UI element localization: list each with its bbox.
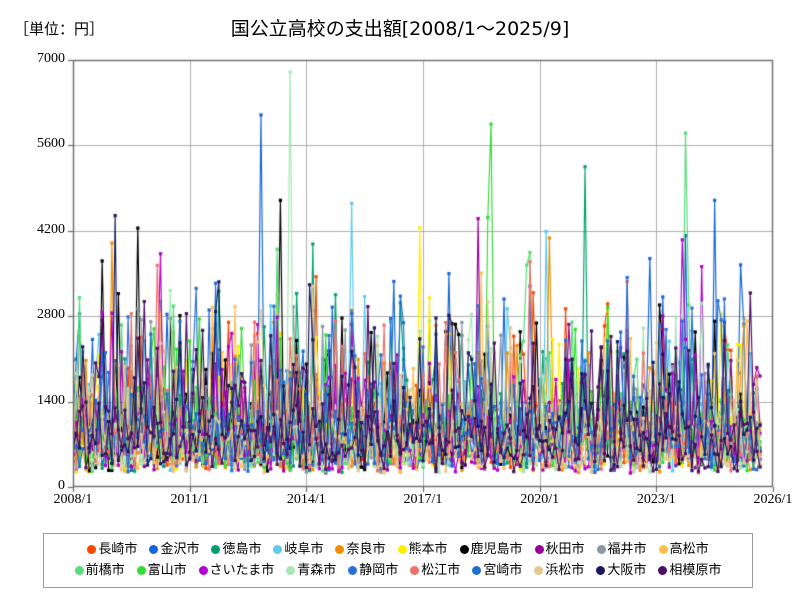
legend-marker-icon: [658, 545, 668, 554]
legend-label: 宮崎市: [483, 563, 523, 578]
legend-label: 秋田市: [545, 542, 585, 557]
legend-item-富山市[interactable]: 富山市: [136, 563, 187, 578]
legend-item-徳島市[interactable]: 徳島市: [211, 543, 261, 556]
y-axis-tick-label: 0: [58, 478, 65, 493]
legend-label: 高松市: [669, 542, 709, 557]
legend-item-岐阜市[interactable]: 岐阜市: [273, 543, 323, 556]
legend-marker-icon: [149, 545, 159, 554]
y-axis-tick-label: 5600: [37, 136, 65, 152]
legend-item-高松市[interactable]: 高松市: [658, 542, 709, 557]
x-axis-tick-label: 2020/1: [520, 492, 560, 507]
legend-item-浜松市[interactable]: 浜松市: [534, 564, 584, 577]
legend-item-相模原市[interactable]: 相模原市: [658, 564, 721, 577]
legend-item-静岡市[interactable]: 静岡市: [348, 564, 398, 577]
legend-label: 徳島市: [222, 542, 262, 557]
x-axis-tick-label: 2014/1: [286, 492, 326, 507]
y-axis-tick-label: 4200: [37, 221, 65, 237]
legend-item-松江市[interactable]: 松江市: [410, 564, 460, 577]
legend-label: 金沢市: [160, 542, 200, 557]
legend-label: 相模原市: [669, 563, 722, 578]
legend-marker-icon: [198, 566, 208, 575]
legend-marker-icon: [87, 545, 97, 554]
legend-label: 長崎市: [98, 542, 138, 557]
legend-marker-icon: [534, 566, 544, 575]
legend-label: 奈良市: [346, 542, 386, 557]
x-axis-tick-label: 2023/1: [636, 492, 676, 507]
legend-marker-icon: [397, 545, 407, 554]
legend-label: 松江市: [421, 563, 461, 578]
y-axis-tick-label: 2800: [37, 307, 65, 323]
legend-label: 鹿児島市: [470, 542, 523, 557]
legend-label: 大阪市: [607, 563, 647, 578]
legend-marker-icon: [410, 566, 420, 575]
x-axis-tick-label: 2011/1: [170, 492, 209, 507]
legend-label: 浜松市: [545, 563, 585, 578]
legend-marker-icon: [596, 566, 606, 575]
legend-row: 長崎市 金沢市 徳島市 岐阜市 奈良市 熊本市 鹿児島市 秋田市 福井市 高松市: [44, 539, 752, 560]
legend-label: 青森市: [297, 563, 337, 578]
legend-row: 前橋市 富山市 さいたま市 青森市 静岡市 松江市 宮崎市 浜松市 大阪市 相模原市: [44, 560, 752, 581]
legend-marker-icon: [335, 545, 345, 554]
legend-label: さいたま市: [209, 563, 275, 578]
legend-item-前橋市[interactable]: 前橋市: [74, 563, 125, 578]
legend-item-秋田市[interactable]: 秋田市: [534, 542, 585, 557]
legend-label: 熊本市: [408, 542, 448, 557]
legend-marker-icon: [472, 566, 482, 575]
x-axis-tick-label: 2008/1: [53, 492, 93, 507]
legend-item-福井市[interactable]: 福井市: [596, 542, 647, 557]
legend-label: 前橋市: [85, 563, 125, 578]
legend-item-大阪市[interactable]: 大阪市: [596, 564, 646, 577]
legend-label: 福井市: [607, 542, 647, 557]
legend-marker-icon: [74, 566, 84, 575]
y-axis-tick-label: 1400: [37, 392, 65, 408]
legend-label: 静岡市: [359, 563, 399, 578]
legend-marker-icon: [286, 566, 296, 575]
legend-item-宮崎市[interactable]: 宮崎市: [472, 564, 522, 577]
legend-item-さいたま市[interactable]: さいたま市: [198, 563, 275, 578]
legend-marker-icon: [211, 545, 221, 554]
legend-marker-icon: [658, 566, 668, 575]
legend-marker-icon: [273, 545, 283, 554]
legend-marker-icon: [596, 545, 606, 554]
x-axis-tick-label: 2026/1: [753, 492, 793, 507]
legend-marker-icon: [136, 566, 146, 575]
legend-label: 富山市: [147, 563, 187, 578]
legend-item-長崎市[interactable]: 長崎市: [87, 543, 137, 556]
x-axis-tick-label: 2017/1: [403, 492, 443, 507]
legend-item-奈良市[interactable]: 奈良市: [335, 542, 386, 557]
legend-item-金沢市[interactable]: 金沢市: [149, 543, 199, 556]
chart-legend: 長崎市 金沢市 徳島市 岐阜市 奈良市 熊本市 鹿児島市 秋田市 福井市 高松市 前橋市 富山市 さい…: [43, 533, 753, 588]
legend-item-青森市[interactable]: 青森市: [286, 564, 336, 577]
y-axis-tick-label: 7000: [37, 51, 65, 66]
legend-label: 岐阜市: [284, 542, 324, 557]
legend-item-鹿児島市[interactable]: 鹿児島市: [459, 542, 523, 557]
legend-marker-icon: [459, 545, 469, 554]
legend-item-熊本市[interactable]: 熊本市: [397, 542, 448, 557]
legend-marker-icon: [534, 545, 544, 554]
legend-marker-icon: [348, 566, 358, 575]
